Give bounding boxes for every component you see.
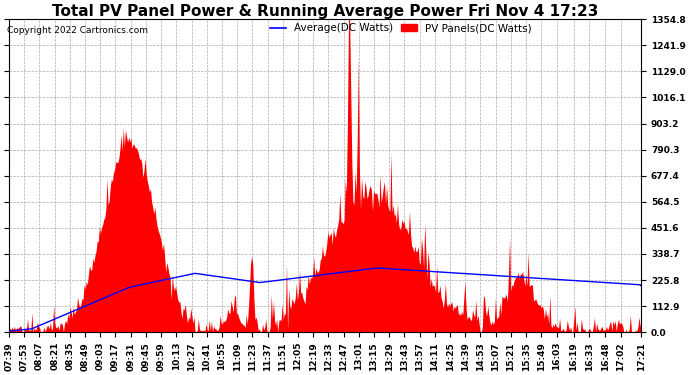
Text: Copyright 2022 Cartronics.com: Copyright 2022 Cartronics.com [7, 26, 148, 35]
Legend: Average(DC Watts), PV Panels(DC Watts): Average(DC Watts), PV Panels(DC Watts) [266, 19, 536, 38]
Title: Total PV Panel Power & Running Average Power Fri Nov 4 17:23: Total PV Panel Power & Running Average P… [52, 4, 598, 19]
